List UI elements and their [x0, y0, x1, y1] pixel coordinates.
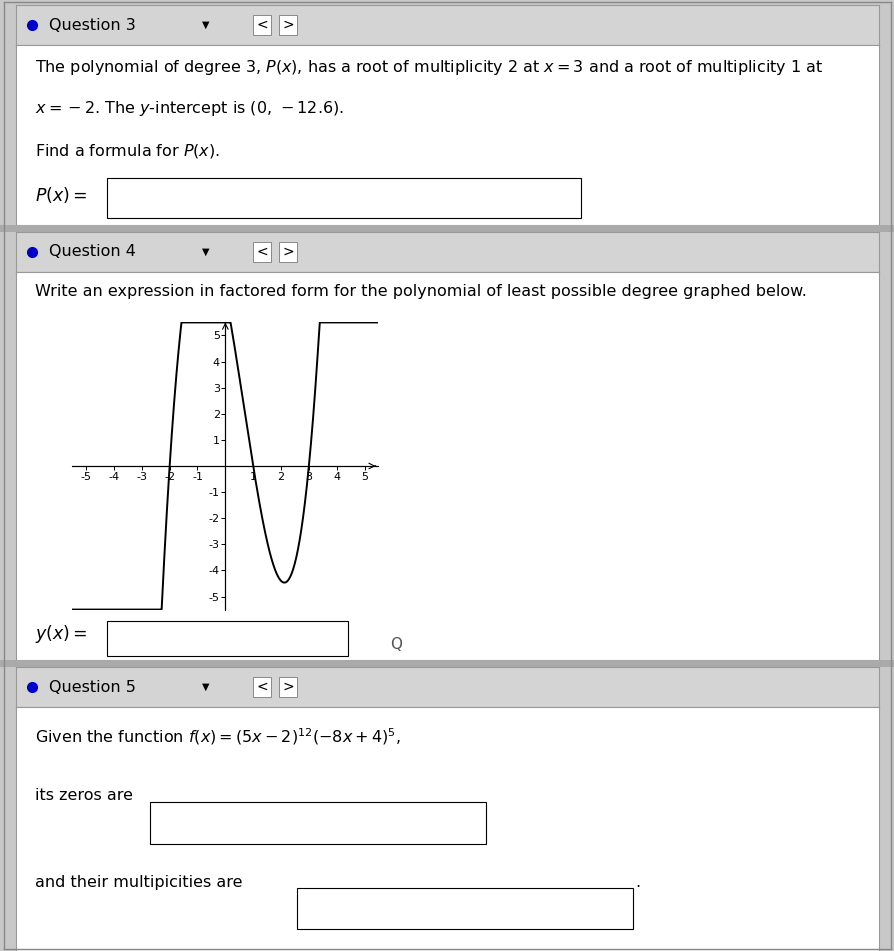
Text: $P(x) =$: $P(x) =$	[35, 185, 88, 205]
Text: ▼: ▼	[202, 247, 209, 257]
Text: <: <	[256, 18, 267, 32]
Bar	[149, 802, 485, 844]
Text: Write an expression in factored form for the polynomial of least possible degree: Write an expression in factored form for…	[35, 283, 806, 299]
Text: >: >	[282, 245, 293, 259]
Bar	[106, 178, 580, 218]
Text: Given the function $f(x) = (5x - 2)^{12}(-8x + 4)^5$,: Given the function $f(x) = (5x - 2)^{12}…	[35, 727, 401, 747]
Text: .: .	[635, 875, 640, 890]
Text: Question 4: Question 4	[49, 244, 136, 260]
Text: its zeros are: its zeros are	[35, 787, 133, 803]
Text: Question 3: Question 3	[49, 17, 136, 32]
Text: >: >	[282, 680, 293, 694]
Text: Question 5: Question 5	[49, 680, 136, 694]
Text: <: <	[256, 245, 267, 259]
Text: ▼: ▼	[202, 682, 209, 692]
Bar	[296, 887, 632, 929]
Text: $y(x) =$: $y(x) =$	[35, 623, 88, 645]
Text: Find a formula for $P(x)$.: Find a formula for $P(x)$.	[35, 143, 220, 160]
Text: >: >	[282, 18, 293, 32]
Text: The polynomial of degree 3, $P(x)$, has a root of multiplicity 2 at $x = 3$ and : The polynomial of degree 3, $P(x)$, has …	[35, 58, 822, 77]
Text: Q: Q	[389, 637, 401, 652]
Text: ▼: ▼	[202, 20, 209, 30]
Text: <: <	[256, 680, 267, 694]
Text: and their multipicities are: and their multipicities are	[35, 875, 242, 890]
Bar	[106, 621, 348, 656]
Text: $x = -2$. The $y$-intercept is $(0,\,-12.6)$.: $x = -2$. The $y$-intercept is $(0,\,-12…	[35, 99, 343, 118]
